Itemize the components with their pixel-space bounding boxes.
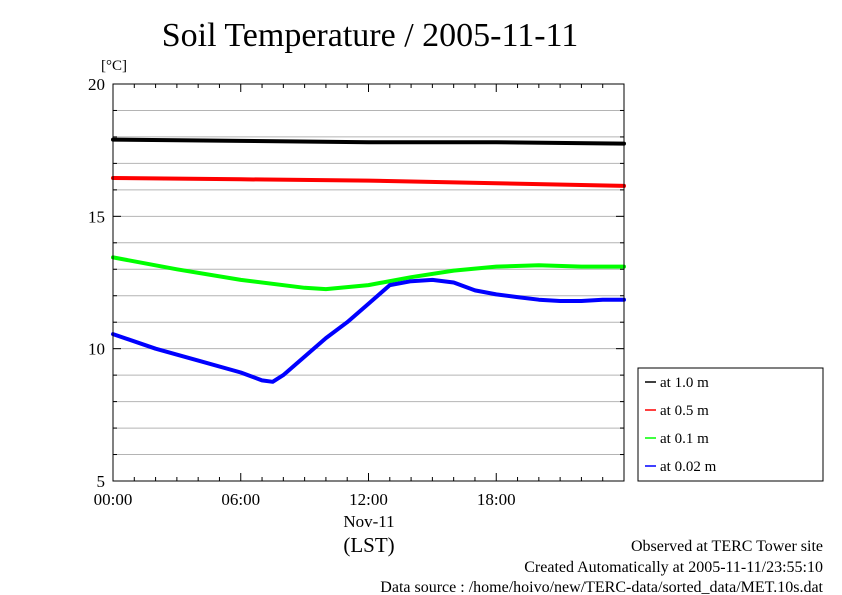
legend-box (637, 367, 824, 482)
legend: at 1.0 m at 0.5 m at 0.1 m at 0.02 m (637, 367, 824, 482)
y-tick-label: 15 (88, 207, 105, 226)
series-line (111, 255, 626, 292)
footer-observed: Observed at TERC Tower site (631, 538, 823, 555)
grid-lines (113, 109, 624, 456)
series-lines (111, 137, 626, 384)
x-date-label: Nov-11 (343, 512, 394, 531)
legend-label: at 0.5 m (660, 403, 709, 419)
legend-label: at 1.0 m (660, 375, 709, 391)
footer-created: Created Automatically at 2005-11-11/23:5… (524, 559, 823, 576)
series-line (111, 137, 626, 146)
legend-label: at 0.02 m (660, 459, 717, 475)
series-line (111, 277, 626, 384)
x-tick-label: 12:00 (349, 490, 388, 509)
x-axis: 00:00 06:00 12:00 18:00 (94, 84, 625, 509)
y-tick-label: 5 (97, 472, 106, 491)
x-tick-label: 00:00 (94, 490, 133, 509)
x-tick-label: 06:00 (221, 490, 260, 509)
x-tick-label: 18:00 (477, 490, 516, 509)
x-axis-label: (LST) (343, 533, 394, 557)
footer-data-source: Data source : /home/hoivo/new/TERC-data/… (380, 579, 823, 595)
y-axis-unit: [°C] (101, 58, 127, 74)
chart-title: Soil Temperature / 2005-11-11 (162, 17, 579, 54)
series-line (111, 176, 626, 188)
y-tick-label: 10 (88, 340, 105, 359)
y-tick-label: 20 (88, 75, 105, 94)
legend-label: at 0.1 m (660, 431, 709, 447)
y-axis: 5 10 15 20 (88, 75, 624, 491)
